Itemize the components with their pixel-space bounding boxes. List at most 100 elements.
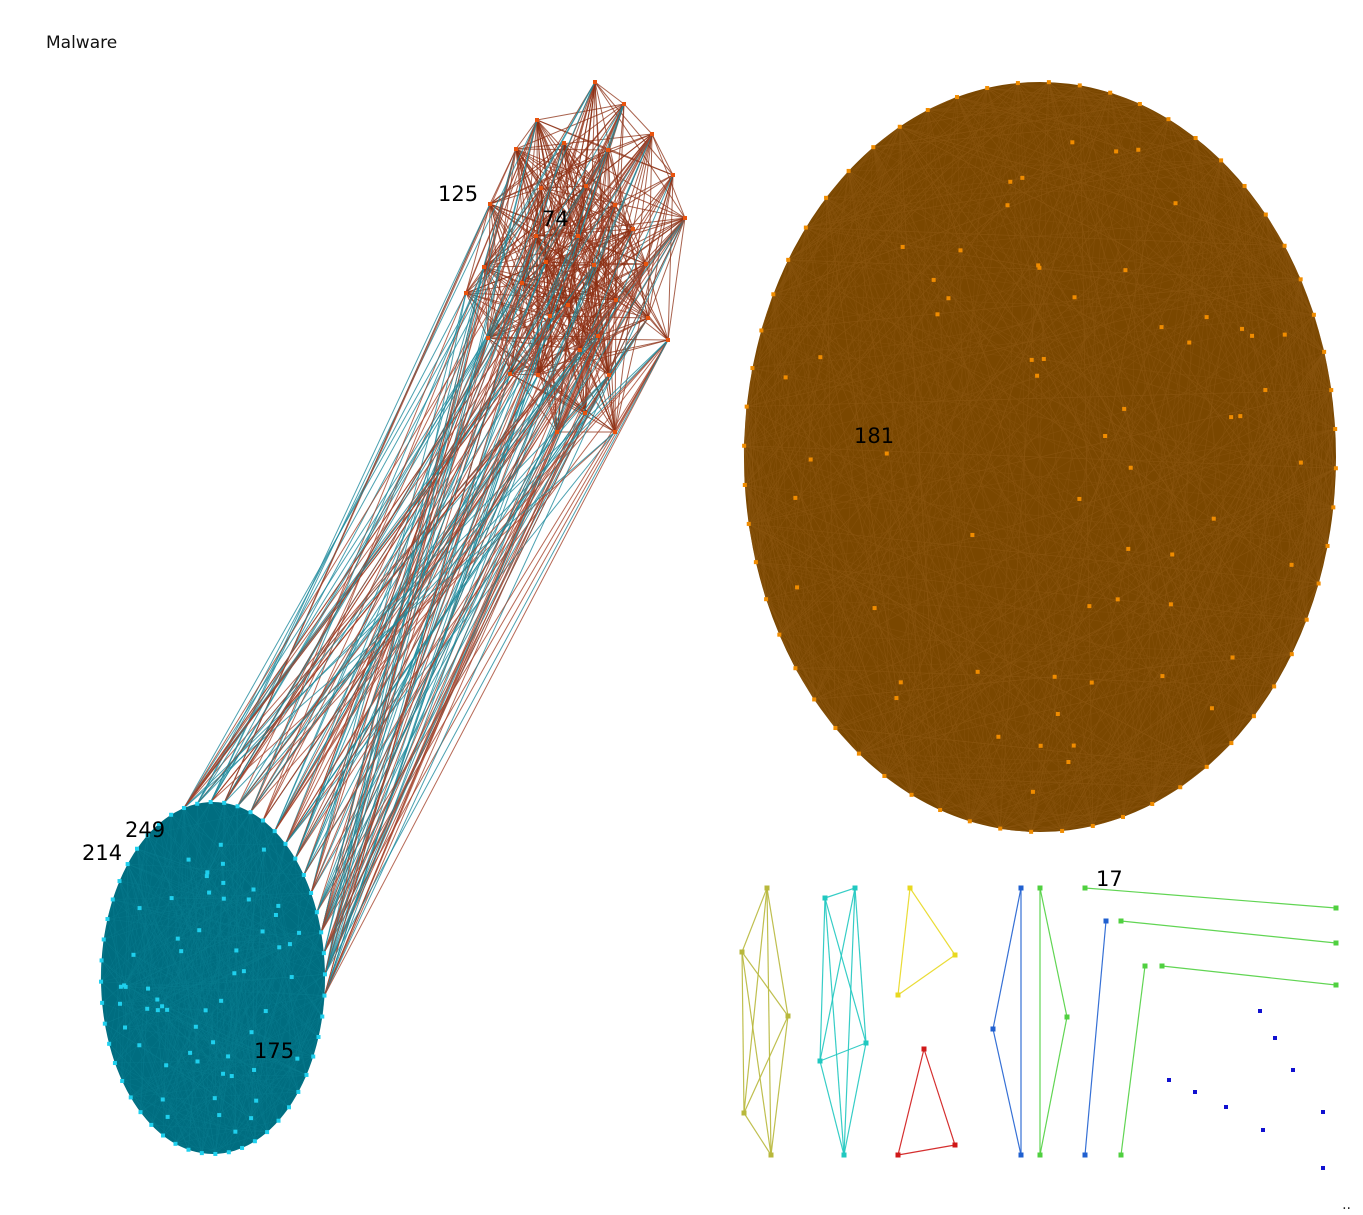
teal-cluster-node[interactable] (218, 842, 223, 847)
teal-cluster-node[interactable] (260, 818, 265, 823)
teal-cluster-node[interactable] (293, 856, 298, 861)
brown-cluster-node[interactable] (1160, 674, 1165, 679)
teal-cluster-node[interactable] (155, 997, 160, 1002)
brown-cluster-node[interactable] (1041, 356, 1046, 361)
brown-cluster-node[interactable] (1173, 201, 1178, 206)
red-cluster-node[interactable] (576, 234, 580, 238)
brown-cluster-node[interactable] (777, 632, 782, 637)
brown-cluster-node[interactable] (884, 451, 889, 456)
brown-cluster-node[interactable] (1126, 546, 1131, 551)
brown-cluster-node[interactable] (871, 145, 876, 150)
brown-cluster-node[interactable] (996, 734, 1001, 739)
brown-cluster-node[interactable] (1229, 741, 1234, 746)
brown-cluster-node[interactable] (746, 521, 751, 526)
brown-cluster-node[interactable] (1071, 743, 1076, 748)
brown-cluster-node[interactable] (1329, 388, 1334, 393)
brown-cluster-node[interactable] (897, 124, 902, 129)
teal-cluster-node[interactable] (252, 1067, 257, 1072)
small-component-node[interactable] (1037, 885, 1043, 891)
teal-cluster-node[interactable] (226, 1150, 231, 1155)
teal-cluster-node[interactable] (252, 1139, 257, 1144)
red-cluster-node[interactable] (534, 234, 538, 238)
teal-cluster-node[interactable] (193, 1024, 198, 1029)
brown-cluster-node[interactable] (1282, 332, 1287, 337)
brown-cluster-node[interactable] (744, 404, 749, 409)
brown-cluster-node[interactable] (872, 606, 877, 611)
teal-cluster-node[interactable] (173, 1141, 178, 1146)
red-cluster-node[interactable] (622, 102, 626, 106)
teal-cluster-node[interactable] (311, 1054, 316, 1059)
teal-cluster-node[interactable] (131, 952, 136, 957)
teal-cluster-node[interactable] (112, 1061, 117, 1066)
brown-cluster-node[interactable] (1282, 243, 1287, 248)
brown-cluster-node[interactable] (925, 107, 930, 112)
small-component-node[interactable] (895, 992, 901, 998)
teal-cluster-node[interactable] (304, 1072, 309, 1077)
teal-cluster-node[interactable] (107, 1041, 112, 1046)
teal-cluster-node[interactable] (232, 971, 237, 976)
brown-cluster-node[interactable] (1087, 604, 1092, 609)
brown-cluster-node[interactable] (764, 597, 769, 602)
small-component-node[interactable] (741, 1110, 747, 1116)
brown-cluster-node[interactable] (946, 296, 951, 301)
brown-cluster-node[interactable] (1029, 829, 1034, 834)
brown-cluster-node[interactable] (1238, 414, 1243, 419)
small-component-node[interactable] (1082, 885, 1088, 891)
teal-cluster-node[interactable] (283, 841, 288, 846)
brown-cluster-node[interactable] (856, 751, 861, 756)
teal-cluster-node[interactable] (110, 897, 115, 902)
teal-cluster-node[interactable] (164, 1063, 169, 1068)
red-cluster-node[interactable] (583, 411, 587, 415)
small-component-node[interactable] (863, 1040, 869, 1046)
brown-cluster-node[interactable] (1331, 505, 1336, 510)
brown-cluster-node[interactable] (900, 244, 905, 249)
teal-cluster-node[interactable] (297, 930, 302, 935)
brown-cluster-node[interactable] (1298, 277, 1303, 282)
red-cluster-node[interactable] (613, 203, 617, 207)
teal-cluster-node[interactable] (265, 1130, 270, 1135)
brown-cluster-node[interactable] (1333, 427, 1338, 432)
teal-cluster-node[interactable] (251, 887, 256, 892)
brown-cluster-node[interactable] (1229, 415, 1234, 420)
brown-cluster-node[interactable] (742, 443, 747, 448)
red-cluster-node[interactable] (606, 148, 610, 152)
brown-cluster-node[interactable] (812, 697, 817, 702)
red-cluster-node[interactable] (614, 298, 618, 302)
teal-cluster-node[interactable] (118, 984, 123, 989)
brown-cluster-node[interactable] (1114, 149, 1119, 154)
small-component-node[interactable] (1118, 918, 1124, 924)
teal-cluster-node[interactable] (99, 979, 104, 984)
teal-cluster-node[interactable] (272, 829, 277, 834)
small-component-node[interactable] (990, 1026, 996, 1032)
red-cluster-node[interactable] (631, 227, 635, 231)
red-cluster-node[interactable] (566, 303, 570, 307)
small-component-node[interactable] (1037, 1152, 1043, 1158)
brown-cluster-node[interactable] (1230, 655, 1235, 660)
teal-cluster-node[interactable] (241, 969, 246, 974)
teal-cluster-node[interactable] (179, 949, 184, 954)
teal-cluster-node[interactable] (207, 890, 212, 895)
brown-cluster-node[interactable] (1316, 581, 1321, 586)
brown-cluster-node[interactable] (1077, 496, 1082, 501)
brown-cluster-node[interactable] (1029, 357, 1034, 362)
teal-cluster-node[interactable] (169, 812, 174, 817)
isolated-node[interactable] (1193, 1090, 1197, 1094)
red-cluster-node[interactable] (562, 141, 566, 145)
brown-cluster-node[interactable] (824, 195, 829, 200)
brown-cluster-node[interactable] (750, 366, 755, 371)
brown-cluster-node[interactable] (1052, 674, 1057, 679)
small-component-node[interactable] (1118, 1152, 1124, 1158)
red-cluster-node[interactable] (671, 173, 675, 177)
brown-cluster-node[interactable] (1240, 326, 1245, 331)
brown-cluster-node[interactable] (1333, 466, 1338, 471)
small-component-node[interactable] (1333, 982, 1339, 988)
isolated-node[interactable] (1258, 1009, 1262, 1013)
teal-cluster-node[interactable] (277, 945, 282, 950)
isolated-node[interactable] (1321, 1166, 1325, 1170)
brown-cluster-node[interactable] (970, 532, 975, 537)
teal-cluster-node[interactable] (161, 1133, 166, 1138)
teal-cluster-node[interactable] (249, 1116, 254, 1121)
teal-cluster-node[interactable] (319, 930, 324, 935)
teal-cluster-node[interactable] (188, 1050, 193, 1055)
brown-cluster-node[interactable] (1005, 203, 1010, 208)
